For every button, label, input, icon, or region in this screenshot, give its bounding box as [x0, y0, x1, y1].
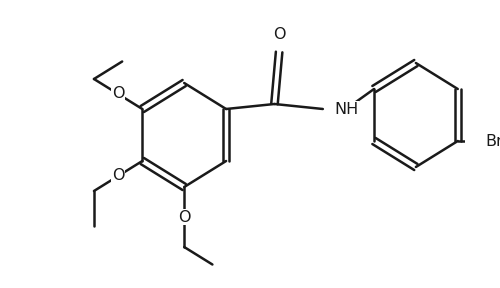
Text: O: O — [178, 209, 190, 225]
Text: O: O — [112, 86, 124, 101]
Text: O: O — [273, 27, 285, 42]
Text: Br: Br — [486, 134, 500, 149]
Text: O: O — [112, 168, 124, 183]
Text: NH: NH — [334, 101, 358, 117]
